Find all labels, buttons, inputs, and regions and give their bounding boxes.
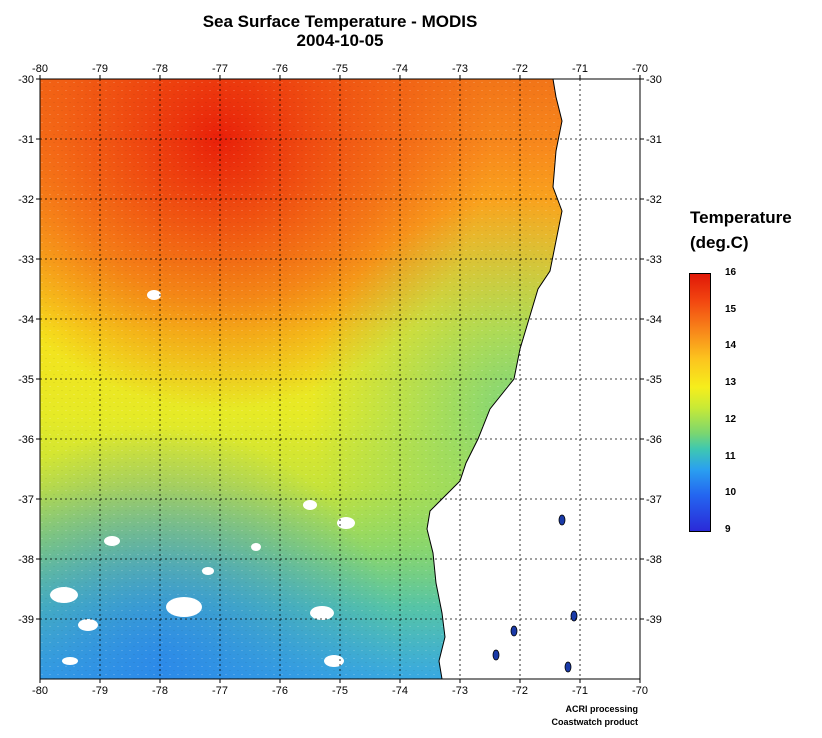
legend-title: Temperature: [690, 208, 792, 227]
color-bar-tick-label: 13: [725, 377, 737, 389]
lon-label: -71: [572, 63, 588, 75]
lat-label: -33: [646, 254, 662, 266]
lat-label: -33: [18, 254, 34, 266]
lon-label: -72: [512, 63, 528, 75]
lon-label: -79: [92, 63, 108, 75]
island: [558, 514, 566, 526]
lat-label: -37: [18, 494, 34, 506]
lon-label: -76: [272, 685, 288, 697]
island: [492, 649, 500, 661]
lon-label: -78: [152, 685, 168, 697]
lon-label: -72: [512, 685, 528, 697]
cloud-patch: [166, 597, 202, 617]
lat-label: -31: [18, 134, 34, 146]
lat-label: -36: [18, 434, 34, 446]
lon-label: -73: [452, 63, 468, 75]
lon-label: -75: [332, 63, 348, 75]
cloud-patch: [324, 655, 344, 667]
lat-label: -39: [646, 614, 662, 626]
lon-label: -74: [392, 685, 408, 697]
lon-label: -70: [632, 63, 648, 75]
color-bar-tick-label: 12: [725, 413, 737, 425]
lon-label: -78: [152, 63, 168, 75]
color-bar-tick-label: 9: [725, 524, 731, 535]
lat-label: -36: [646, 434, 662, 446]
island: [564, 661, 572, 673]
land-area: [426, 78, 641, 680]
lat-label: -38: [18, 554, 34, 566]
color-bar-tick-label: 16: [725, 267, 737, 278]
lat-labels-left: -30 -31 -32 -33 -34 -35 -36 -37 -38 -39: [18, 74, 34, 626]
cloud-gaps: [50, 290, 355, 667]
lon-labels-bottom: -80 -79 -78 -77 -76 -75 -74 -73 -72 -71 -70: [32, 685, 648, 697]
lat-label: -35: [18, 374, 34, 386]
cloud-patch: [104, 536, 120, 546]
lon-label: -74: [392, 63, 408, 75]
credit-product: Coastwatch product: [551, 717, 638, 727]
lat-label: -30: [18, 74, 34, 86]
island: [570, 610, 578, 622]
lon-label: -70: [632, 685, 648, 697]
lat-label: -32: [18, 194, 34, 206]
cloud-patch: [251, 543, 261, 551]
cloud-patch: [310, 606, 334, 620]
cloud-patch: [62, 657, 78, 665]
graticule: [36, 75, 644, 683]
color-bar-tick-label: 10: [725, 487, 737, 499]
map-title: Sea Surface Temperature - MODIS: [202, 12, 478, 31]
color-bar: [689, 273, 711, 532]
lat-label: -39: [18, 614, 34, 626]
lon-label: -77: [212, 685, 228, 697]
color-bar-tick-label: 14: [725, 340, 737, 352]
lat-label: -31: [646, 134, 662, 146]
lat-label: -37: [646, 494, 662, 506]
lon-label: -73: [452, 685, 468, 697]
lon-label: -77: [212, 63, 228, 75]
islands: [492, 514, 578, 673]
lon-labels-top: -80 -79 -78 -77 -76 -75 -74 -73 -72 -71 -70: [32, 63, 648, 75]
lat-label: -30: [646, 74, 662, 86]
lat-label: -34: [646, 314, 662, 326]
lat-label: -34: [18, 314, 34, 326]
lon-label: -79: [92, 685, 108, 697]
island: [510, 625, 518, 637]
lat-label: -35: [646, 374, 662, 386]
cloud-patch: [147, 290, 161, 300]
map-date: 2004-10-05: [296, 31, 384, 50]
cloud-patch: [78, 619, 98, 631]
lat-labels-right: -30 -31 -32 -33 -34 -35 -36 -37 -38 -39: [646, 74, 662, 626]
lon-label: -80: [32, 63, 48, 75]
cloud-patch: [202, 567, 214, 575]
lat-label: -32: [646, 194, 662, 206]
cloud-patch: [337, 517, 355, 529]
lat-label: -38: [646, 554, 662, 566]
cloud-patch: [50, 587, 78, 603]
legend-unit: (deg.C): [690, 233, 749, 252]
cloud-patch: [303, 500, 317, 510]
color-bar-tick-label: 11: [725, 450, 736, 462]
credit-processing: ACRI processing: [565, 704, 638, 714]
map-frame: [39, 78, 641, 680]
color-bar-tick-label: 15: [725, 303, 737, 315]
lon-label: -80: [32, 685, 48, 697]
lon-label: -75: [332, 685, 348, 697]
lon-label: -71: [572, 685, 588, 697]
lon-label: -76: [272, 63, 288, 75]
